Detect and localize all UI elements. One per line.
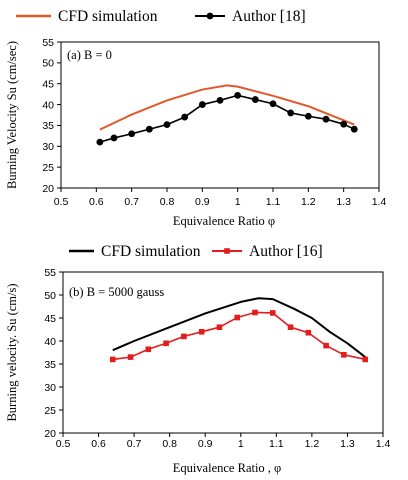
x-tick-label: 0.9	[198, 438, 213, 450]
y-tick-label: 55	[42, 37, 54, 49]
x-tick-label: 0.5	[54, 196, 69, 208]
data-point	[109, 356, 116, 363]
y-tick-label: 25	[44, 405, 56, 417]
y-tick-label: 20	[44, 428, 56, 440]
y-axis-label: Burning Velocity Su (cm/sec)	[5, 41, 19, 189]
x-axis-label: Equivalence Ratio φ	[173, 214, 275, 228]
panel-annotation: (b) B = 5000 gauss	[69, 285, 164, 299]
data-point	[252, 309, 258, 316]
data-point	[163, 340, 169, 347]
data-point	[287, 324, 294, 330]
data-point	[341, 352, 347, 358]
x-tick-label: 0.9	[195, 196, 210, 208]
data-point	[304, 112, 312, 120]
legend-marker	[224, 248, 230, 254]
y-tick-label: 40	[42, 99, 54, 111]
legend-entry: Author [18]	[195, 8, 306, 25]
x-tick-label: 1	[235, 196, 241, 208]
data-point	[322, 115, 330, 123]
series-line	[99, 94, 355, 143]
y-tick-label: 45	[44, 313, 56, 325]
chart-a: 0.5 0.6 0.7 0.8 0.9 1 1.1 1.2 1.3 1.4 20 25 30 35 40 45…	[5, 8, 386, 228]
x-tick-label: 0.6	[89, 196, 104, 208]
x-tick-label: 0.8	[162, 438, 177, 450]
legend-label: CFD simulation	[58, 8, 158, 25]
data-point	[269, 100, 277, 108]
y-tick-label: 30	[44, 382, 56, 394]
data-point	[234, 314, 241, 321]
series-cfd-simulation	[112, 297, 366, 358]
panel-annotation: (a) B = 0	[67, 48, 112, 62]
data-point	[362, 356, 369, 363]
x-tick-label: 0.8	[160, 196, 175, 208]
legend-entry: CFD simulation	[69, 243, 201, 260]
x-tick-label: 1.2	[305, 438, 320, 450]
data-point	[110, 134, 118, 142]
data-point	[96, 138, 104, 146]
y-tick-label: 35	[42, 120, 54, 132]
data-point	[287, 109, 295, 117]
legend-entry: Author [16]	[212, 243, 323, 260]
x-tick-label: 1.2	[301, 196, 316, 208]
data-point	[269, 310, 276, 316]
y-tick-label: 35	[44, 359, 56, 371]
x-tick-label: 0.6	[91, 438, 106, 450]
data-point	[216, 97, 224, 104]
plot-frame	[60, 41, 380, 189]
series-cfd-simulation	[99, 84, 355, 131]
data-point	[216, 324, 223, 330]
data-point	[234, 91, 242, 99]
chart-b: 0.5 0.6 0.7 0.8 0.9 1 1.1 1.2 1.3 1.4 20 25 30 35 40 45…	[5, 243, 390, 475]
data-point	[251, 96, 259, 103]
y-tick-label: 45	[42, 79, 54, 91]
data-point	[340, 120, 348, 128]
legend-label: Author [16]	[249, 243, 323, 260]
y-tick-label: 50	[42, 58, 54, 70]
data-point	[163, 121, 171, 128]
data-point	[127, 354, 134, 360]
legend-label: Author [18]	[232, 8, 306, 25]
x-tick-label: 1.1	[266, 196, 281, 208]
x-tick-label: 1.4	[372, 196, 387, 208]
data-point	[128, 130, 136, 138]
legend-marker	[206, 12, 214, 20]
y-tick-label: 30	[42, 141, 54, 153]
y-tick-label: 20	[42, 183, 54, 195]
series-author-data	[109, 309, 369, 363]
x-tick-label: 1	[238, 438, 244, 450]
x-tick-label: 1.4	[376, 438, 391, 450]
legend-label: CFD simulation	[101, 243, 201, 260]
plot-frame	[62, 271, 384, 434]
x-tick-label: 0.7	[124, 196, 139, 208]
series-author-data	[96, 91, 358, 146]
x-tick-label: 1.3	[336, 196, 351, 208]
x-tick-label: 0.7	[127, 438, 142, 450]
y-tick-label: 40	[44, 336, 56, 348]
x-axis-label: Equivalence Ratio , φ	[173, 461, 282, 475]
legend-entry: CFD simulation	[16, 8, 158, 25]
series-line	[99, 84, 355, 131]
data-point	[145, 125, 153, 133]
data-point	[305, 329, 312, 336]
data-point	[181, 333, 187, 340]
y-axis-label: Burning velocity. Su (cm/s)	[5, 283, 19, 421]
x-tick-label: 1.1	[269, 438, 284, 450]
x-tick-label: 1.3	[340, 438, 355, 450]
y-tick-label: 25	[42, 162, 54, 174]
y-tick-label: 55	[44, 267, 56, 279]
y-tick-label: 50	[44, 290, 56, 302]
data-point	[198, 101, 206, 108]
data-point	[323, 342, 329, 349]
data-point	[145, 346, 152, 353]
data-point	[198, 329, 205, 335]
series-line	[112, 297, 366, 358]
data-point	[350, 125, 358, 133]
data-point	[181, 113, 189, 121]
x-tick-label: 0.5	[56, 438, 71, 450]
